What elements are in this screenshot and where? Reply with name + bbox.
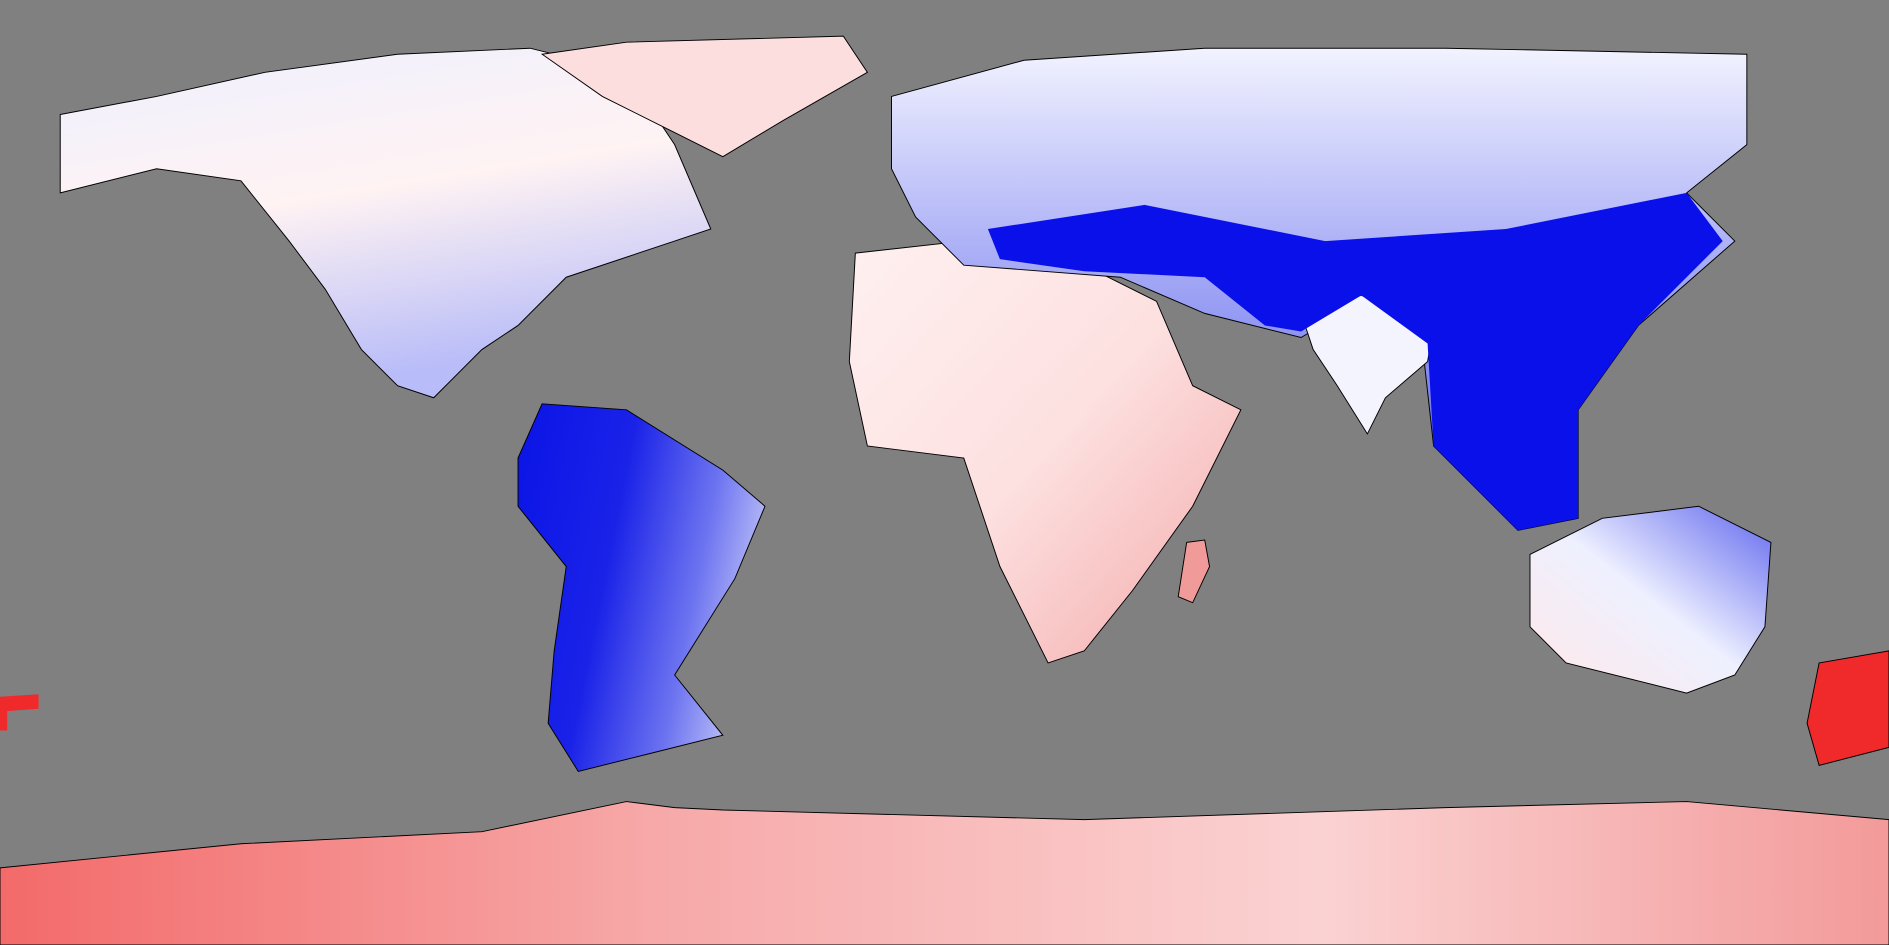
greenland <box>540 35 869 158</box>
madagascar <box>1177 539 1211 604</box>
new-zealand <box>1806 650 1889 766</box>
monsoon-belt <box>987 192 1723 531</box>
south-america <box>517 403 766 772</box>
antarctica <box>0 801 1889 945</box>
pacific-patch <box>0 694 39 731</box>
australia <box>1529 505 1772 694</box>
africa <box>848 240 1242 664</box>
north-america <box>59 47 712 399</box>
